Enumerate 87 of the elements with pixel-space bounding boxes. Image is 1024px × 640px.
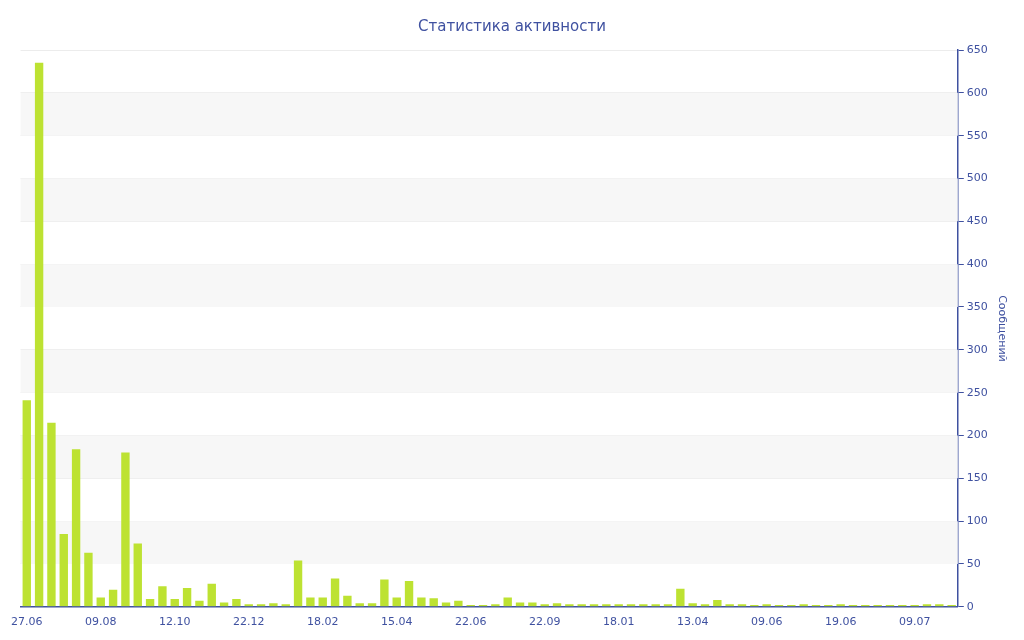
bar <box>195 600 204 607</box>
x-tick-label: 19.06 <box>824 615 857 629</box>
bar <box>392 597 401 607</box>
x-tick-label: 09.08 <box>85 615 117 629</box>
x-tick-label: 12.10 <box>159 615 191 629</box>
bar <box>281 604 290 607</box>
bar <box>663 604 673 607</box>
y-tick-label: 500 <box>966 171 988 185</box>
bar <box>725 604 734 607</box>
bar <box>47 422 56 607</box>
bar <box>700 604 710 607</box>
bar <box>935 604 944 607</box>
bar <box>404 581 414 607</box>
bar <box>454 600 463 607</box>
bar <box>552 603 562 607</box>
bar <box>503 597 512 607</box>
y-tick-label: 0 <box>966 599 974 613</box>
bar <box>207 583 216 607</box>
bar <box>133 543 142 607</box>
bar <box>626 604 636 607</box>
x-tick-label: 09.07 <box>898 615 931 629</box>
bar <box>170 599 179 607</box>
bar <box>269 603 278 607</box>
bar <box>565 604 574 607</box>
bar <box>688 603 697 607</box>
bar <box>306 597 315 607</box>
bar <box>429 598 438 607</box>
x-tick-label: 22.06 <box>454 615 487 629</box>
bar <box>293 560 303 607</box>
bar <box>330 578 340 607</box>
bar <box>540 604 549 607</box>
x-tick-label: 22.09 <box>528 615 561 629</box>
bar <box>22 400 31 607</box>
y-tick-label: 650 <box>966 42 988 56</box>
bar <box>614 604 623 607</box>
bar <box>417 597 426 607</box>
bar <box>491 604 500 607</box>
x-tick-label: 15.04 <box>380 615 413 629</box>
y-tick-label: 150 <box>966 471 988 485</box>
x-tick-label: 27.06 <box>11 615 43 629</box>
bar <box>922 604 932 607</box>
x-tick-label: 13.04 <box>676 615 709 629</box>
bar <box>639 604 648 607</box>
y-tick-label: 400 <box>966 257 988 271</box>
y-tick-label: 600 <box>966 85 988 99</box>
bar <box>182 587 192 607</box>
bar <box>244 604 253 607</box>
y-tick-label: 300 <box>966 342 988 356</box>
y-axis-title: Сообщений <box>995 295 1009 362</box>
bar <box>158 586 167 607</box>
bar <box>59 533 68 607</box>
bar <box>121 452 130 607</box>
y-tick-label: 200 <box>966 428 988 442</box>
bar <box>799 604 808 607</box>
y-tick-label: 350 <box>966 299 988 313</box>
chart-title: Статистика активности <box>418 16 606 35</box>
bar <box>71 449 81 607</box>
bar <box>232 599 241 607</box>
y-tick-label: 550 <box>966 128 988 142</box>
bar <box>651 604 660 607</box>
bar <box>737 604 747 607</box>
bar <box>145 599 155 607</box>
bar <box>762 604 771 607</box>
bar <box>96 597 105 607</box>
y-tick-label: 450 <box>966 214 988 228</box>
bar <box>577 604 586 607</box>
bar <box>713 599 722 607</box>
y-tick-label: 50 <box>966 556 981 570</box>
bar <box>676 588 685 607</box>
bar <box>256 604 266 607</box>
bar <box>355 603 364 607</box>
bar <box>367 603 377 607</box>
x-tick-label: 22.12 <box>232 615 265 629</box>
bar <box>34 62 44 607</box>
bar <box>108 589 118 607</box>
bar <box>380 579 389 607</box>
bar <box>318 597 327 607</box>
x-tick-label: 18.02 <box>306 615 339 629</box>
bar <box>84 552 93 607</box>
x-tick-label: 09.06 <box>750 615 783 629</box>
y-tick-label: 100 <box>966 514 988 527</box>
y-tick-label: 250 <box>966 385 988 399</box>
bar <box>343 595 352 607</box>
bar <box>836 604 845 607</box>
x-tick-label: 18.01 <box>602 615 635 629</box>
bar <box>589 604 599 607</box>
bar <box>602 604 611 607</box>
